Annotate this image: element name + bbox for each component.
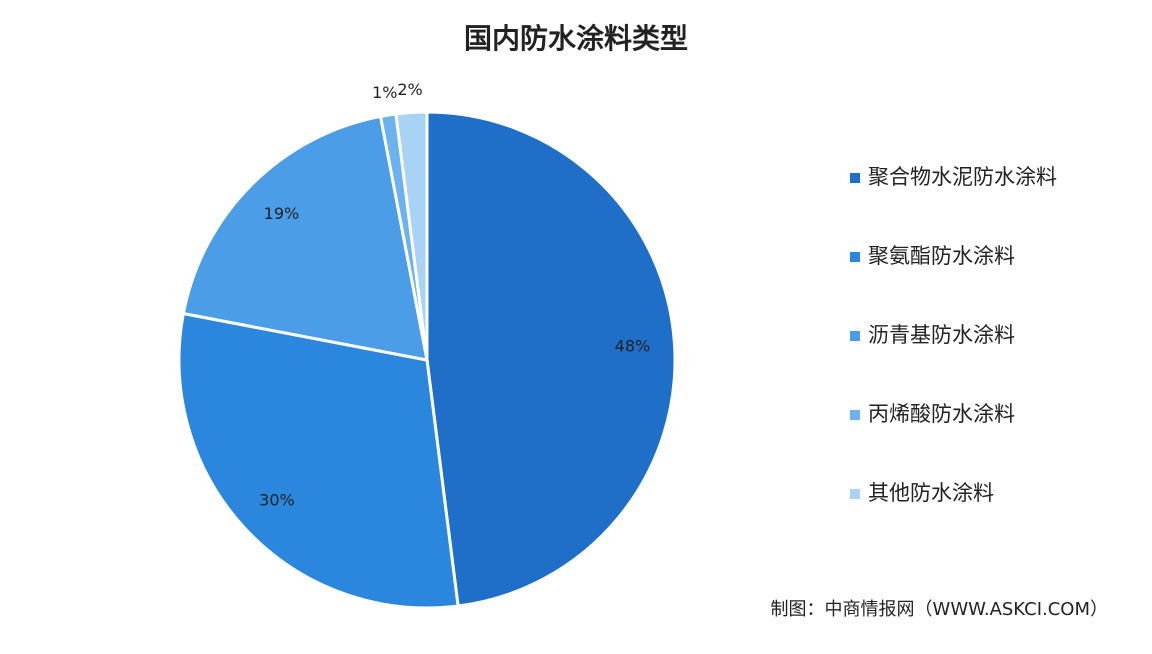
legend-label: 丙烯酸防水涂料: [868, 402, 1015, 426]
legend-swatch: [850, 410, 860, 420]
data-label: 30%: [259, 490, 295, 509]
chart-title: 国内防水涂料类型: [464, 22, 688, 55]
pie-slice: [425, 110, 677, 608]
pie-slice: [394, 110, 429, 361]
legend-label: 其他防水涂料: [868, 481, 994, 505]
data-label: 48%: [615, 337, 651, 356]
legend-swatch: [850, 252, 860, 262]
pie-slice: [181, 114, 429, 362]
legend-swatch: [850, 331, 860, 341]
legend-label: 沥青基防水涂料: [868, 323, 1015, 347]
data-label: 2%: [397, 80, 422, 99]
legend-swatch: [850, 489, 860, 499]
legend-label: 聚氨酯防水涂料: [868, 244, 1015, 268]
data-label: 19%: [264, 204, 300, 223]
legend-swatch: [850, 173, 860, 183]
data-label: 1%: [372, 83, 397, 102]
legend-label: 聚合物水泥防水涂料: [868, 165, 1057, 189]
source-note: 制图：中商情报网（WWW.ASKCI.COM）: [771, 599, 1108, 620]
pie-slice: [177, 311, 460, 610]
